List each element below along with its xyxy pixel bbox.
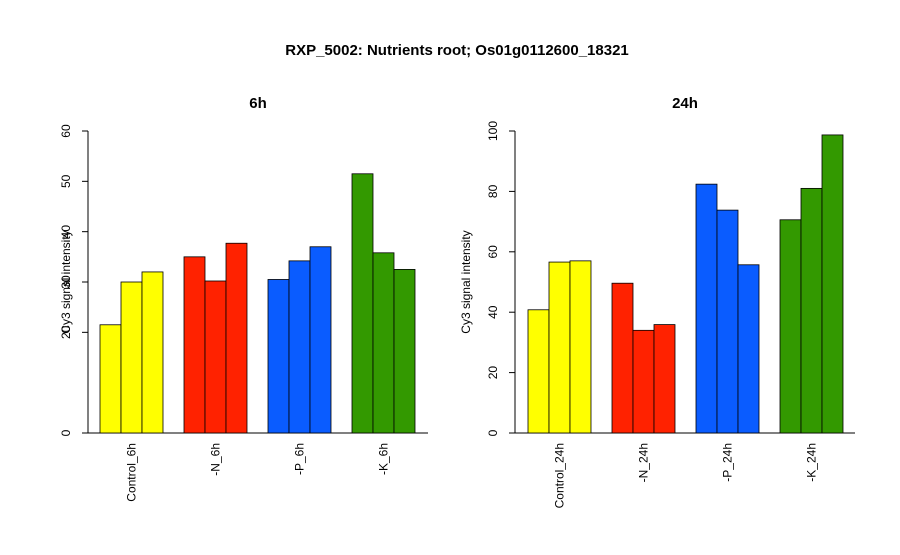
category-label: -N_6h [209,443,223,476]
y-tick-label: 20 [486,366,500,380]
y-tick-label: 60 [59,124,73,138]
bar [372,252,395,434]
bar [632,329,655,434]
category-label: -P_6h [293,443,307,475]
bar [141,271,164,434]
bar [120,281,143,434]
category-label: -P_24h [721,443,735,482]
bar [309,246,332,434]
y-tick-label: 0 [59,429,73,436]
bar [99,324,122,434]
category-label: -K_6h [377,443,391,475]
bar [611,282,634,434]
category-label: Control_24h [553,443,567,508]
bar [821,134,844,434]
category-label: -K_24h [805,443,819,482]
bar [204,280,227,434]
bar [653,324,676,434]
bar [288,260,311,434]
y-tick-label: 100 [486,121,500,141]
y-tick-label: 40 [59,225,73,239]
bar [393,269,416,434]
bar [695,183,718,434]
y-tick-label: 50 [59,174,73,188]
category-label: -N_24h [637,443,651,482]
y-tick-label: 0 [486,429,500,436]
bar [225,242,248,434]
bar [548,261,571,434]
panel-24h: 24h Cy3 signal intensity 0 20 40 60 80 100 Contr… [459,95,855,508]
bar [569,260,592,434]
panel-title: 24h [672,95,698,112]
y-axis-label: Cy3 signal intensity [459,230,473,333]
bar [737,264,760,434]
y-axis-label: Cy3 signal intensity [59,230,73,333]
bar [779,219,802,434]
bar [716,209,739,434]
bar [183,256,206,434]
panel-6h: 6h Cy3 signal intensity 0 20 30 40 50 60 Control… [59,95,428,502]
bar [351,173,374,434]
y-tick-label: 80 [486,184,500,198]
main-title: RXP_5002: Nutrients root; Os01g0112600_1… [285,42,629,59]
y-tick-label: 40 [486,305,500,319]
y-tick-label: 20 [59,325,73,339]
bar [267,279,290,434]
y-tick-label: 30 [59,275,73,289]
category-label: Control_6h [125,443,139,502]
bar [800,187,823,434]
panel-title: 6h [249,95,267,112]
y-tick-label: 60 [486,245,500,259]
bar [527,309,550,434]
